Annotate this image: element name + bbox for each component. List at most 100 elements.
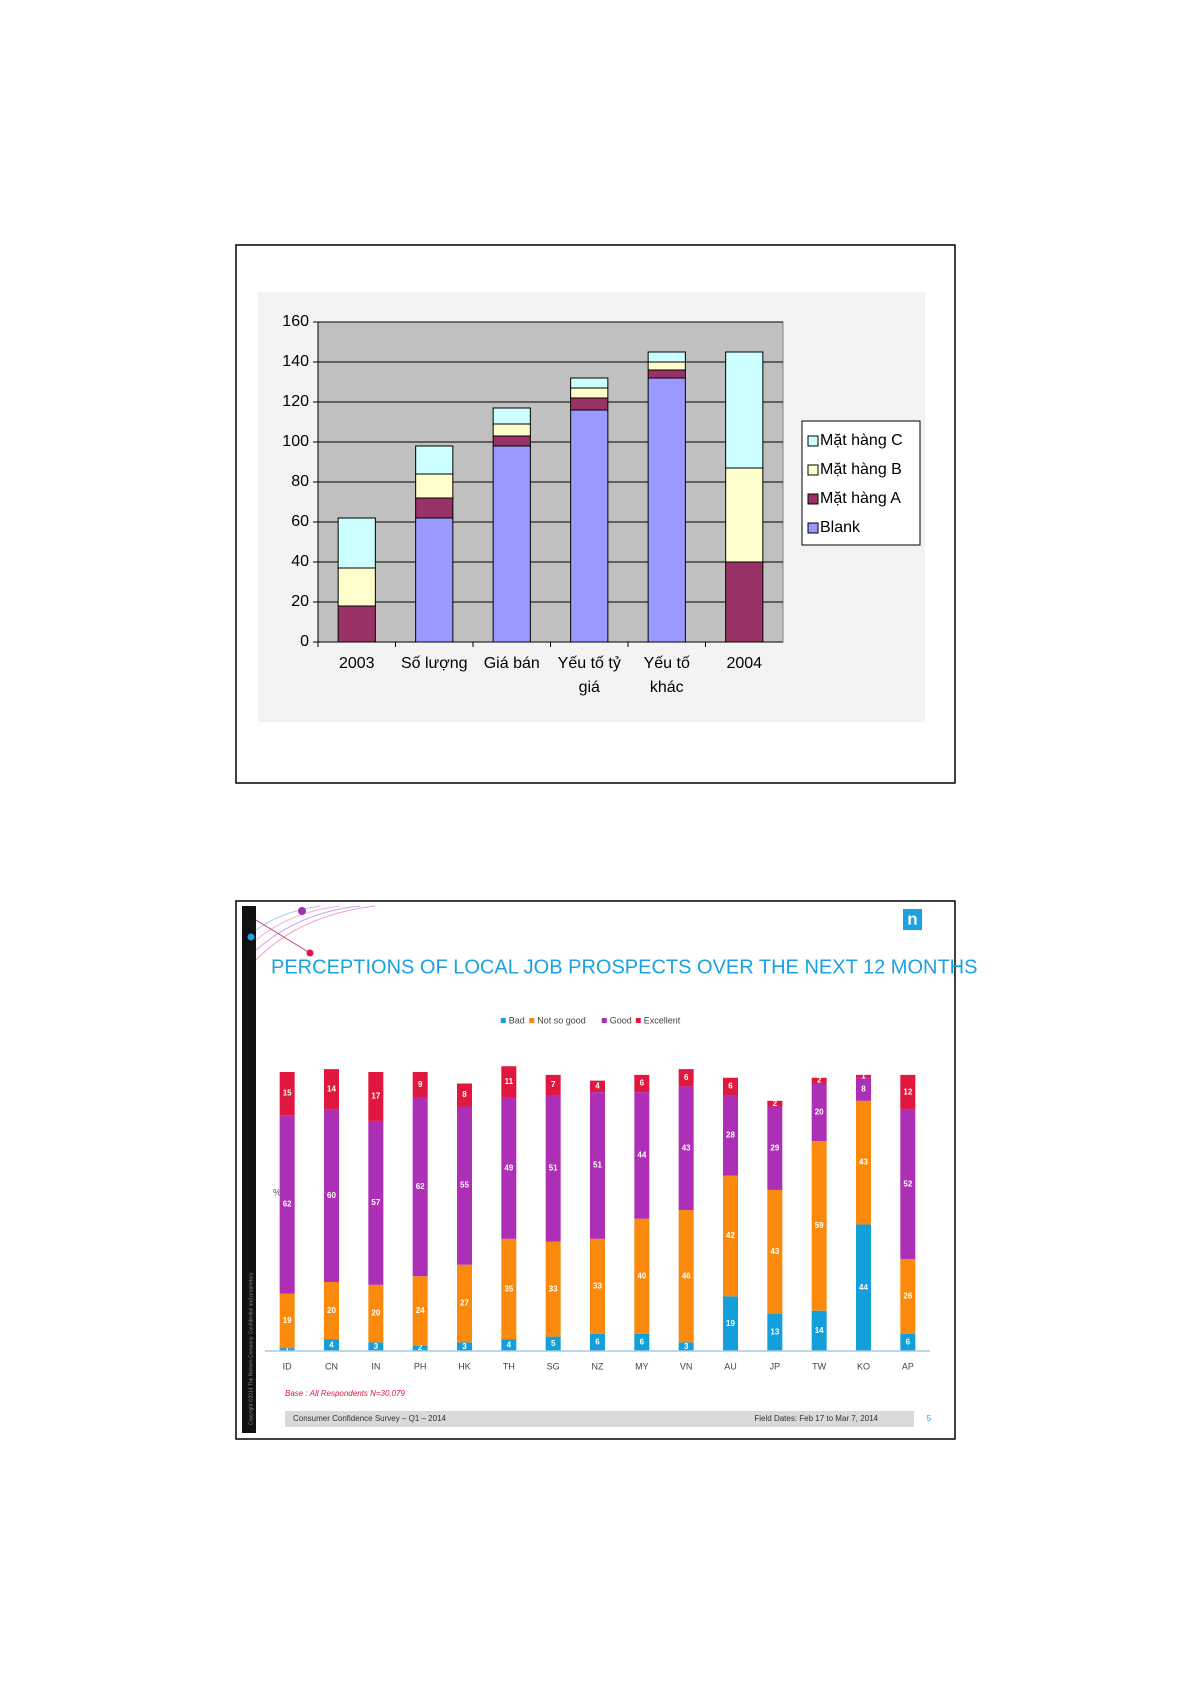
data-label: 52	[903, 1179, 912, 1188]
page-number: 5	[927, 1414, 932, 1423]
bar-segment	[634, 1074, 650, 1093]
bar-segment	[725, 467, 764, 563]
legend-swatch	[807, 464, 819, 476]
data-label: 46	[682, 1271, 691, 1280]
bar-segment	[678, 1086, 694, 1211]
bar-segment	[856, 1224, 871, 1351]
legend-swatch	[529, 1018, 535, 1023]
bar-segment	[368, 1120, 384, 1285]
bar-segment	[412, 1097, 428, 1277]
decor-dot	[306, 949, 314, 957]
data-label: 28	[726, 1130, 735, 1139]
data-label: 20	[327, 1306, 336, 1315]
bar-segment	[337, 605, 376, 643]
bar-segment	[900, 1258, 916, 1334]
side-strip	[242, 906, 256, 1433]
x-tick-label: SG	[547, 1361, 560, 1371]
data-label: 26	[903, 1291, 912, 1300]
bar-segment	[368, 1342, 384, 1351]
bar-segment	[501, 1066, 517, 1098]
bar-segment	[545, 1095, 561, 1242]
x-tick-label: TH	[503, 1361, 515, 1371]
bar-segment	[767, 1106, 783, 1190]
bar-segment	[279, 1072, 295, 1116]
bar-segment	[501, 1097, 517, 1239]
data-label: 13	[770, 1327, 779, 1336]
logo: n	[907, 909, 917, 928]
bar-segment	[457, 1264, 472, 1343]
x-tick-label: AU	[724, 1361, 737, 1371]
bar-segment	[900, 1109, 916, 1259]
bar-segment	[501, 1339, 517, 1351]
bar-segment	[811, 1141, 827, 1311]
bar-segment	[647, 351, 686, 363]
bar-segment	[647, 377, 686, 643]
bar-segment	[856, 1100, 871, 1225]
legend-swatch	[601, 1018, 607, 1023]
bar-segment	[545, 1336, 561, 1351]
x-tick-label: Yếu tố tỷ giá	[557, 655, 621, 696]
bar-segment	[545, 1241, 561, 1337]
bar-segment	[856, 1077, 871, 1101]
data-label: 20	[815, 1107, 824, 1116]
footer-right: Field Dates: Feb 17 to Mar 7, 2014	[754, 1414, 878, 1423]
legend-label: Mặt hàng B	[820, 461, 902, 478]
bar-segment	[811, 1077, 827, 1084]
data-label: 62	[283, 1199, 292, 1208]
x-tick-label: PH	[414, 1361, 427, 1371]
x-tick-label: HK	[458, 1361, 471, 1371]
data-label: 44	[637, 1151, 646, 1160]
x-tick-label: ID	[283, 1361, 293, 1371]
legend-swatch	[807, 522, 819, 534]
data-label: 6	[595, 1337, 600, 1346]
data-label: 20	[371, 1309, 380, 1318]
bar-segment	[570, 397, 609, 411]
data-label: 6	[728, 1081, 733, 1090]
bar-segment	[412, 1072, 428, 1098]
data-label: 40	[637, 1271, 646, 1280]
bar-segment	[324, 1069, 339, 1110]
bar-segment	[368, 1284, 384, 1343]
y-tick-label: 100	[282, 433, 309, 450]
bar-segment	[725, 561, 764, 643]
bar-segment	[723, 1077, 738, 1096]
x-tick-label: JP	[770, 1361, 781, 1371]
bar-segment	[647, 369, 686, 379]
bar-segment	[501, 1238, 517, 1340]
bar-segment	[590, 1092, 605, 1239]
copyright: Copyright ©2014 The Nielsen Company. Con…	[247, 1272, 254, 1425]
bar-segment	[415, 473, 454, 499]
data-label: 49	[504, 1163, 513, 1172]
bar-segment	[457, 1106, 472, 1265]
bar-segment	[324, 1109, 339, 1282]
data-label: 1	[861, 1071, 866, 1080]
data-label: 29	[770, 1143, 779, 1152]
data-label: 4	[595, 1081, 600, 1090]
bar-segment	[279, 1293, 295, 1349]
data-label: 24	[416, 1306, 425, 1315]
bar-segment	[324, 1281, 339, 1340]
bar-segment	[337, 567, 376, 607]
decor-dot	[247, 933, 255, 941]
bar-segment	[767, 1189, 783, 1314]
data-label: 5	[551, 1339, 556, 1348]
x-tick-label: AP	[902, 1361, 914, 1371]
bar-segment	[634, 1218, 650, 1334]
bar-segment	[492, 445, 531, 643]
base-note: Base : All Respondents N=30,079	[285, 1389, 406, 1398]
x-tick-label: MY	[635, 1361, 649, 1371]
bar-segment	[767, 1100, 783, 1107]
legend-box	[801, 420, 921, 546]
data-label: 9	[418, 1080, 423, 1089]
bar-segment	[570, 409, 609, 643]
y-tick-label: 40	[291, 553, 309, 570]
data-label: 33	[549, 1284, 558, 1293]
bar-segment	[279, 1348, 295, 1351]
y-tick-label: 140	[282, 353, 309, 370]
bar-segment	[415, 497, 454, 519]
x-tick-label: IN	[371, 1361, 380, 1371]
data-label: 60	[327, 1191, 336, 1200]
data-label: 3	[374, 1342, 379, 1351]
